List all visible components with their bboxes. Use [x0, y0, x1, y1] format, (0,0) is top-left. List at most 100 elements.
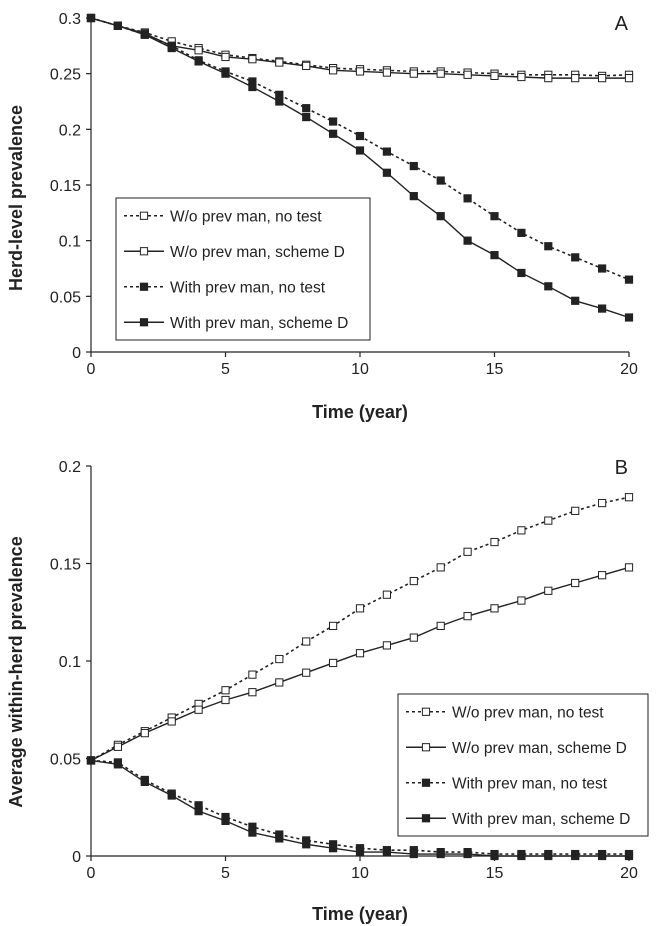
panel-a-series-w-o-prev-man-scheme-d-point [544, 74, 553, 83]
panel-a-legend-label: With prev man, scheme D [170, 315, 348, 332]
panel-b-series-w-o-prev-man-scheme-d-point [382, 641, 391, 650]
panel-b-series-w-o-prev-man-no-test-point [436, 563, 445, 572]
panel-a-series-w-o-prev-man-scheme-d-point [302, 61, 311, 70]
panel-b-series-with-prev-man-scheme-d [86, 756, 634, 861]
panel-a-series-with-prev-man-no-test-point [355, 131, 365, 141]
panel-a-series-w-o-prev-man-scheme-d-point [275, 58, 284, 67]
panel-b-x-tick-label: 0 [87, 865, 96, 882]
panel-a-series-with-prev-man-no-test-point [517, 228, 526, 237]
panel-b-series-with-prev-man-scheme-d-point [463, 849, 472, 859]
panel-b-series-with-prev-man-scheme-d-point [490, 851, 499, 861]
panel-b-series-with-prev-man-scheme-d-point [355, 848, 365, 857]
panel-b-series-with-prev-man-scheme-d-point [517, 851, 526, 861]
panel-a-legend-item: W/o prev man, no test [124, 208, 322, 225]
panel-a-series-with-prev-man-scheme-d-point [517, 268, 526, 278]
panel-b-series-with-prev-man-scheme-d-point [275, 834, 284, 843]
panel-a-series-w-o-prev-man-scheme-d-point [490, 71, 499, 80]
panel-a-legend-item: With prev man, no test [124, 279, 326, 296]
panel-b-series-w-o-prev-man-scheme-d-point [624, 563, 634, 572]
panel-b-legend: W/o prev man, no test W/o prev man, schem… [397, 693, 649, 837]
panel-a-plot-area: 0 5 10 15 20 0 0.05 0.1 0.15 0.2 0.25 0.3 [50, 11, 638, 378]
panel-b-series-w-o-prev-man-scheme-d-point [167, 717, 176, 726]
panel-b-plot-area: 0 5 10 15 20 0 0.05 0.1 0.15 0.2 [50, 459, 638, 882]
panel-b-series-w-o-prev-man-no-test-point [248, 670, 257, 679]
panel-b-series-with-prev-man-scheme-d-point [544, 851, 553, 861]
panel-a-series-with-prev-man-scheme-d-point [167, 43, 176, 53]
panel-a-series-w-o-prev-man-scheme-d-point [517, 72, 526, 82]
panel-a-x-tick-label: 0 [87, 361, 96, 378]
panel-b-series-w-o-prev-man-scheme-d-point [275, 678, 284, 687]
panel-a-legend-swatch-marker [139, 282, 149, 291]
panel-b-series-with-prev-man-scheme-d-point [624, 851, 634, 861]
panel-b-series-with-prev-man-scheme-d-point [194, 807, 203, 816]
panel-a-y-tick-label: 0.25 [50, 67, 81, 84]
panel-a-legend-swatch-marker [139, 318, 149, 327]
panel-a-chart: A Herd-level prevalence Time (year) 0 5 10… [6, 11, 638, 422]
panel-b-series-with-prev-man-scheme-d-point [140, 777, 149, 786]
panel-a-legend-box [115, 197, 371, 341]
panel-b-series-w-o-prev-man-no-test-point [382, 590, 391, 599]
panel-a-series-with-prev-man-scheme-d-point [436, 212, 445, 221]
panel-a-series-w-o-prev-man-scheme-d-point [221, 52, 230, 62]
panel-b-y-tick-label: 0.2 [59, 459, 81, 476]
panel-a-series-with-prev-man-no-test-point [490, 212, 499, 221]
panel-a-series-with-prev-man-no-test-point [571, 253, 580, 262]
panel-a-series-with-prev-man-scheme-d-point [409, 192, 418, 201]
panel-b-series-with-prev-man-scheme-d-point [571, 851, 580, 861]
panel-b-legend-item: With prev man, no test [406, 775, 608, 792]
panel-b-series-w-o-prev-man-scheme-d-point [140, 729, 149, 738]
panel-b-series-w-o-prev-man-no-test-point [517, 526, 526, 535]
panel-a-series-with-prev-man-scheme-d-point [463, 236, 472, 245]
panel-b-x-tick-label: 15 [486, 865, 504, 882]
panel-b-series-w-o-prev-man-scheme-d-point [248, 688, 257, 697]
panel-a-x-tick-label: 10 [351, 361, 369, 378]
panel-a-legend-swatch-marker [139, 247, 149, 256]
panel-b-series-w-o-prev-man-no-test-point [329, 621, 338, 630]
panel-a-series-with-prev-man-no-test-point [275, 90, 284, 99]
panel-a-series-with-prev-man-no-test-point [544, 242, 553, 251]
panel-b-chart: B Average within-herd prevalence Time (y… [6, 457, 649, 924]
panel-a-series-with-prev-man-no-test-point [382, 147, 391, 156]
panel-a-series-with-prev-man-scheme-d-point [382, 168, 391, 177]
panel-a-series-with-prev-man-scheme-d-point [275, 97, 284, 106]
panel-b-legend-item: W/o prev man, scheme D [406, 740, 627, 757]
panel-b-series-w-o-prev-man-no-test-point [624, 493, 634, 502]
panel-b-y-tick-label: 0 [72, 849, 81, 866]
panel-a-series-w-o-prev-man-scheme-d-point [329, 66, 338, 75]
panel-a-series-with-prev-man-scheme-d-point [355, 146, 365, 155]
panel-b-legend-label: W/o prev man, scheme D [452, 740, 627, 757]
panel-b-series-w-o-prev-man-no-test-point [463, 547, 472, 556]
panel-b-series-w-o-prev-man-scheme-d-point [490, 604, 499, 613]
panel-b-series-w-o-prev-man-scheme-d-point [598, 571, 607, 580]
panel-a-legend-label: W/o prev man, no test [170, 208, 322, 225]
panel-b-series-with-prev-man-scheme-d-point [221, 816, 230, 825]
panel-b-series-w-o-prev-man-scheme-d-point [517, 596, 526, 605]
panel-a-series-w-o-prev-man-scheme-d-point [409, 69, 418, 78]
panel-b-series-w-o-prev-man-scheme-d-point [544, 586, 553, 595]
panel-b-series-w-o-prev-man-no-test-point [302, 637, 311, 646]
panel-b-series-with-prev-man-scheme-d-point [167, 791, 176, 800]
panel-a-series-w-o-prev-man-scheme-d-point [463, 70, 472, 79]
panel-b-letter: B [615, 457, 628, 479]
panel-b-legend-swatch-marker [421, 743, 431, 752]
panel-b-series-with-prev-man-scheme-d-point [86, 756, 96, 765]
panel-b-x-tick-label: 20 [620, 865, 638, 882]
panel-b-y-tick-label: 0.05 [50, 752, 81, 769]
panel-b-series-w-o-prev-man-scheme-d-point [571, 578, 580, 588]
panel-a-series-with-prev-man-no-test-point [329, 117, 338, 126]
panel-b-series-w-o-prev-man-scheme-d [86, 563, 634, 765]
panel-a-y-tick-label: 0.1 [59, 234, 81, 251]
panel-b-series-w-o-prev-man-scheme-d-point [463, 612, 472, 621]
panel-b-series-w-o-prev-man-no-test-point [275, 654, 284, 664]
panel-b-legend-label: With prev man, scheme D [452, 811, 630, 828]
panel-b-series-w-o-prev-man-scheme-d-point [409, 633, 418, 642]
panel-a-letter: A [615, 13, 629, 35]
panel-b-series-with-prev-man-scheme-d-point [248, 828, 257, 837]
panel-b-legend-label: With prev man, no test [452, 775, 608, 792]
panel-b-series-w-o-prev-man-no-test-point [544, 516, 553, 525]
panel-a-series-with-prev-man-scheme-d [86, 13, 634, 322]
panel-a-y-tick-label: 0 [72, 345, 81, 362]
panel-a-x-tick-label: 20 [620, 361, 638, 378]
panel-a-series-with-prev-man-no-test-point [598, 264, 607, 273]
